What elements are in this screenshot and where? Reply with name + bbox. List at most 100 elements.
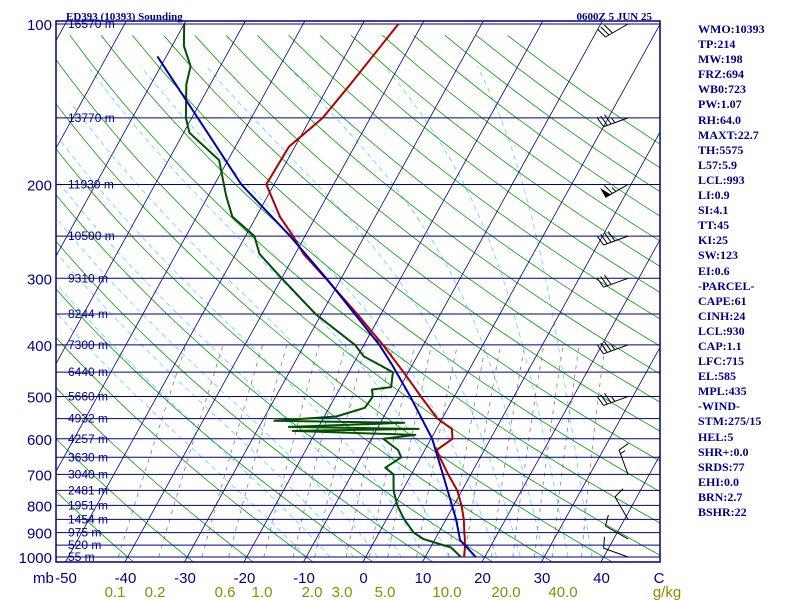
wind-barb-feather	[596, 117, 604, 128]
moist-adiabat	[140, 65, 497, 558]
wind-barb-feather	[618, 443, 629, 451]
stability-index-item: LCL:993	[698, 172, 745, 187]
stability-index-item: SW:123	[698, 248, 739, 263]
wind-barb	[604, 514, 629, 540]
height-label: 4257 m	[68, 432, 108, 446]
wind-barb-feather	[604, 514, 609, 527]
height-label: 16570 m	[68, 17, 115, 31]
mixing-ratio-tick-label: 20.0	[491, 584, 520, 600]
plot-frame	[55, 20, 661, 563]
height-label: 11930 m	[68, 177, 114, 191]
height-label: 5660 m	[68, 390, 108, 404]
isotherm	[56, 21, 187, 257]
pressure-tick-label: 900	[27, 526, 52, 543]
stability-index-item: KI:25	[698, 233, 728, 248]
height-label: 1951 m	[68, 498, 108, 512]
wind-barb-shaft	[605, 525, 629, 540]
stability-index-item: MW:198	[698, 52, 743, 67]
stability-index-item: MPL:435	[698, 384, 747, 399]
stability-index-item: SRDS:77	[698, 459, 745, 474]
wind-barb	[596, 274, 629, 288]
isotherm	[421, 131, 660, 562]
pressure-tick-label: 600	[27, 432, 52, 449]
mixing-ratio-tick-label: 0.2	[145, 584, 166, 600]
wind-barb-feather	[604, 274, 612, 285]
height-label: 1454 m	[68, 512, 108, 526]
stability-index-item: -WIND-	[698, 399, 740, 414]
stability-index-item: LCL:930	[698, 323, 745, 338]
wind-barb-shaft	[603, 235, 629, 246]
wind-barb-feather	[603, 536, 606, 549]
dry-adiabat	[350, 35, 660, 267]
mixing-ratio-tick-label: 0.6	[215, 584, 236, 600]
wind-barb-shaft	[603, 277, 629, 288]
dewpoint-line	[182, 23, 462, 558]
wind-barb-pennant	[599, 187, 611, 198]
moist-adiabat	[477, 66, 593, 558]
wind-barb	[596, 114, 629, 128]
wind-barb-feather	[607, 231, 616, 242]
wind-barb	[596, 393, 629, 406]
chart-title: ED393 (10393) Sounding	[66, 11, 183, 23]
pressure-tick-label: 700	[27, 467, 52, 484]
parcel-line	[156, 55, 477, 558]
grid-layer	[56, 21, 660, 562]
wind-barb-feather	[600, 234, 608, 244]
dry-adiabat	[56, 438, 195, 562]
moist-adiabat	[384, 65, 569, 558]
isotherm	[56, 21, 127, 150]
stability-index-item: EHI:0.0	[698, 474, 740, 489]
pressure-tick-label: 400	[27, 338, 52, 355]
height-label: 10500 m	[68, 229, 115, 243]
mixing-ratio-tick-label: 3.0	[332, 584, 353, 600]
stability-index-item: EL:585	[698, 369, 737, 384]
dry-adiabat	[288, 35, 660, 320]
wind-barb-feather	[600, 342, 608, 353]
stability-index-item: EI:0.6	[698, 263, 730, 278]
mixing-ratio-tick-label: 0.1	[105, 584, 126, 600]
isotherm	[56, 21, 306, 473]
stability-index-item: MAXT:22.7	[698, 127, 759, 142]
wind-barb-shaft	[618, 449, 629, 475]
moist-adiabat	[69, 101, 450, 558]
moist-adiabat	[56, 217, 378, 558]
isotherm	[302, 21, 603, 562]
temperature-tick-label: C	[654, 570, 665, 587]
height-label: 975 m	[68, 526, 101, 540]
height-label: 520 m	[68, 538, 101, 552]
temperature-tick-label: 30	[534, 570, 551, 587]
dry-adiabat	[319, 35, 660, 293]
stability-index-item: TT:45	[698, 218, 730, 233]
moist-adiabat	[56, 178, 402, 558]
stability-index-item: BRN:2.7	[698, 489, 743, 504]
pressure-tick-label: 100	[27, 17, 52, 34]
temperature-line	[265, 23, 466, 558]
mixing-ratio-tick-label: 5.0	[375, 584, 396, 600]
dry-adiabat	[194, 35, 660, 403]
temperature-tick-label: 0	[359, 570, 367, 587]
temperature-tick-label: -30	[174, 570, 196, 587]
wind-barb-feather	[604, 393, 612, 403]
wind-barb-feather	[597, 28, 606, 38]
wind-barb	[599, 184, 629, 198]
dry-adiabat	[131, 35, 660, 462]
height-label: 9310 m	[68, 271, 108, 285]
stability-index-item: BSHR:22	[698, 505, 747, 519]
wind-barb-feather	[604, 114, 612, 125]
wind-barb-feather	[603, 185, 613, 194]
temperature-tick-label: -20	[234, 570, 256, 587]
wind-barb-shaft	[614, 496, 629, 520]
pressure-tick-label: 800	[27, 498, 52, 515]
dry-adiabat	[100, 35, 660, 493]
pressure-unit-label: mb	[33, 570, 54, 587]
wind-barb-feather	[600, 276, 608, 287]
wind-barb	[597, 23, 629, 38]
temperature-tick-label: 10	[415, 570, 432, 587]
isotherm	[56, 21, 246, 365]
height-label: 8244 m	[68, 307, 108, 321]
stability-index-item: STM:275/15	[698, 414, 762, 429]
height-label: 55 m	[68, 550, 95, 564]
isotherm	[124, 21, 425, 562]
